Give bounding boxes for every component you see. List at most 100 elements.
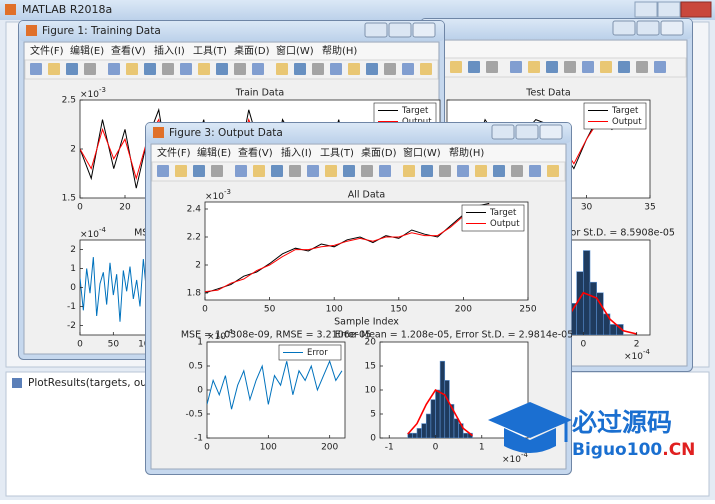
toolbar-button[interactable] bbox=[348, 63, 360, 75]
menu-item[interactable]: 查看(V) bbox=[111, 44, 146, 57]
toolbar-button[interactable] bbox=[216, 63, 228, 75]
toolbar-button[interactable] bbox=[486, 61, 498, 73]
menu-item[interactable]: 插入(I) bbox=[281, 146, 312, 159]
menu-item[interactable]: 编辑(E) bbox=[197, 146, 231, 159]
window-icon bbox=[26, 25, 37, 36]
toolbar-button[interactable] bbox=[361, 165, 373, 177]
toolbar-button[interactable] bbox=[253, 165, 265, 177]
watermark-suffix: .CN bbox=[662, 440, 695, 460]
toolbar-button[interactable] bbox=[30, 63, 42, 75]
toolbar-button[interactable] bbox=[511, 165, 523, 177]
toolbar-button[interactable] bbox=[289, 165, 301, 177]
toolbar-button[interactable] bbox=[144, 63, 156, 75]
toolbar-button[interactable] bbox=[510, 61, 522, 73]
toolbar-button[interactable] bbox=[618, 61, 630, 73]
exponent-power: -4 bbox=[521, 451, 529, 459]
toolbar-button[interactable] bbox=[528, 61, 540, 73]
maximize-button[interactable] bbox=[388, 22, 412, 38]
toolbar-button[interactable] bbox=[468, 61, 480, 73]
toolbar-button[interactable] bbox=[211, 165, 223, 177]
maximize-button[interactable] bbox=[515, 124, 539, 140]
histogram-bar bbox=[425, 413, 432, 438]
menu-item[interactable]: 文件(F) bbox=[30, 44, 64, 57]
toolbar-button[interactable] bbox=[654, 61, 666, 73]
toolbar-button[interactable] bbox=[343, 165, 355, 177]
menu-item[interactable]: 桌面(D) bbox=[234, 44, 270, 57]
toolbar-button[interactable] bbox=[294, 63, 306, 75]
close-button[interactable] bbox=[660, 20, 684, 36]
maximize-button[interactable] bbox=[657, 1, 681, 18]
toolbar-button[interactable] bbox=[421, 165, 433, 177]
menu-item[interactable]: 窗口(W) bbox=[403, 146, 441, 159]
chart-title: All Data bbox=[348, 190, 385, 201]
close-button[interactable] bbox=[412, 22, 436, 38]
toolbar-button[interactable] bbox=[276, 63, 288, 75]
maximize-button[interactable] bbox=[636, 20, 660, 36]
exponent-power: -4 bbox=[99, 226, 107, 234]
menu-item[interactable]: 窗口(W) bbox=[276, 44, 314, 57]
toolbar-button[interactable] bbox=[162, 63, 174, 75]
toolbar-button[interactable] bbox=[312, 63, 324, 75]
toolbar-button[interactable] bbox=[546, 61, 558, 73]
menu-item[interactable]: 查看(V) bbox=[238, 146, 273, 159]
toolbar-button[interactable] bbox=[66, 63, 78, 75]
toolbar-button[interactable] bbox=[450, 61, 462, 73]
toolbar-button[interactable] bbox=[403, 165, 415, 177]
toolbar-button[interactable] bbox=[84, 63, 96, 75]
toolbar-button[interactable] bbox=[384, 63, 396, 75]
minimize-button[interactable] bbox=[612, 20, 636, 36]
toolbar-button[interactable] bbox=[529, 165, 541, 177]
toolbar-button[interactable] bbox=[493, 165, 505, 177]
menu-item[interactable]: 工具(T) bbox=[320, 147, 354, 159]
figure-windows: 1.522.520253035Test DataTargetOutput025,… bbox=[18, 18, 693, 475]
toolbar-button[interactable] bbox=[108, 63, 120, 75]
exponent-power: -4 bbox=[643, 348, 651, 356]
toolbar-button[interactable] bbox=[475, 165, 487, 177]
toolbar-button[interactable] bbox=[271, 165, 283, 177]
toolbar-button[interactable] bbox=[366, 63, 378, 75]
toolbar-button[interactable] bbox=[234, 63, 246, 75]
close-button[interactable] bbox=[680, 1, 712, 18]
menu-item[interactable]: 插入(I) bbox=[154, 44, 185, 57]
x-tick-label: 35 bbox=[644, 203, 655, 213]
toolbar-button[interactable] bbox=[379, 165, 391, 177]
toolbar-button[interactable] bbox=[325, 165, 337, 177]
toolbar-button[interactable] bbox=[307, 165, 319, 177]
y-tick-label: 2.5 bbox=[62, 96, 76, 106]
toolbar-button[interactable] bbox=[330, 63, 342, 75]
toolbar-button[interactable] bbox=[235, 165, 247, 177]
menu-item[interactable]: 桌面(D) bbox=[361, 146, 397, 159]
toolbar-button[interactable] bbox=[252, 63, 264, 75]
menu-item[interactable]: 帮助(H) bbox=[322, 44, 357, 57]
toolbar-button[interactable] bbox=[198, 63, 210, 75]
minimize-button[interactable] bbox=[364, 22, 388, 38]
toolbar-button[interactable] bbox=[636, 61, 648, 73]
toolbar-button[interactable] bbox=[582, 61, 594, 73]
fit-curve bbox=[570, 291, 637, 335]
toolbar-button[interactable] bbox=[439, 165, 451, 177]
minimize-button[interactable] bbox=[634, 1, 658, 18]
exponent-label: ×10-4 bbox=[80, 226, 107, 240]
toolbar-button[interactable] bbox=[126, 63, 138, 75]
toolbar-button[interactable] bbox=[420, 63, 432, 75]
toolbar-button[interactable] bbox=[564, 61, 576, 73]
y-tick-label: 15 bbox=[365, 362, 376, 372]
toolbar-button[interactable] bbox=[193, 165, 205, 177]
menu-item[interactable]: 帮助(H) bbox=[449, 146, 484, 159]
menu-item[interactable]: 工具(T) bbox=[193, 45, 227, 57]
close-button[interactable] bbox=[539, 124, 563, 140]
toolbar-button[interactable] bbox=[402, 63, 414, 75]
toolbar-button[interactable] bbox=[457, 165, 469, 177]
toolbar-button[interactable] bbox=[157, 165, 169, 177]
menu-item[interactable]: 编辑(E) bbox=[70, 44, 104, 57]
menu-item[interactable]: 文件(F) bbox=[157, 146, 191, 159]
toolbar-button[interactable] bbox=[180, 63, 192, 75]
x-tick-label: 0 bbox=[77, 203, 83, 213]
toolbar-button[interactable] bbox=[48, 63, 60, 75]
toolbar-button[interactable] bbox=[600, 61, 612, 73]
minimize-button[interactable] bbox=[491, 124, 515, 140]
chart-title: 5, Error St.D. = 8.5908e-05 bbox=[545, 228, 675, 239]
toolbar-button[interactable] bbox=[175, 165, 187, 177]
toolbar-button[interactable] bbox=[547, 165, 559, 177]
